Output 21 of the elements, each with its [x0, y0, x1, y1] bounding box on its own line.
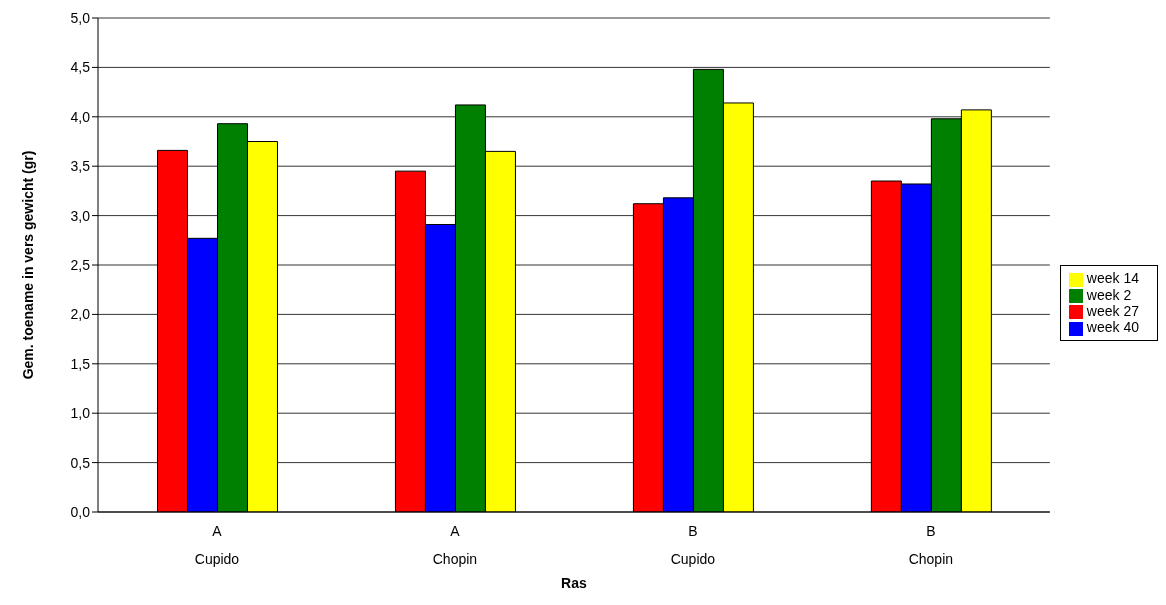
y-tick-label: 3,0	[70, 207, 91, 224]
x-tick-label: A Cupido	[194, 523, 240, 567]
x-tick-label: B Cupido	[670, 523, 716, 567]
y-tick-label: 4,5	[70, 59, 91, 76]
y-tick-label: 0,0	[70, 503, 91, 520]
y-tick-label: 4,0	[70, 108, 91, 125]
x-tick-label: B Chopin	[908, 523, 954, 567]
y-tick-label: 5,0	[70, 9, 91, 26]
legend-label: week 40	[1086, 319, 1139, 336]
y-tick-label: 2,5	[70, 256, 91, 273]
y-tick-label: 1,5	[70, 355, 91, 372]
legend-label: week 14	[1086, 270, 1139, 287]
legend-label: week 27	[1086, 303, 1139, 319]
x-tick-label: A Chopin	[432, 523, 478, 567]
legend-label: week 2	[1086, 286, 1132, 303]
y-tick-label: 1,0	[70, 405, 91, 422]
y-tick-label: 3,5	[70, 158, 91, 175]
y-axis-title: Gem. toename in vers gewicht (gr)	[19, 150, 36, 380]
x-axis-title: Ras	[561, 575, 587, 591]
y-tick-label: 0,5	[70, 454, 91, 471]
y-tick-label: 2,0	[70, 306, 91, 323]
